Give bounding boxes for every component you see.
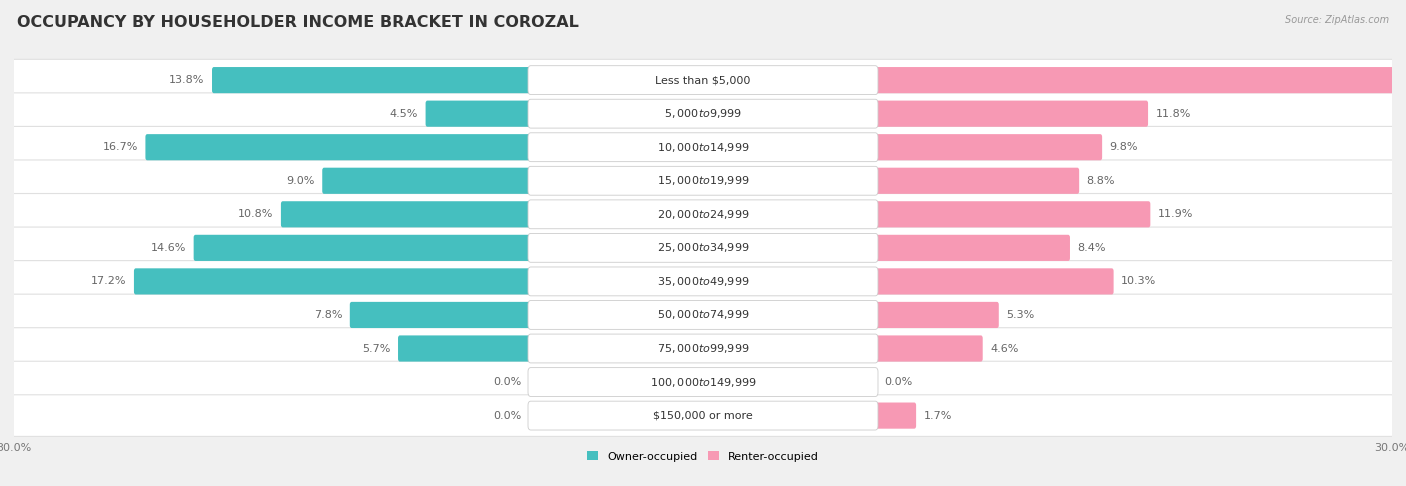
FancyBboxPatch shape [322, 168, 533, 194]
Text: $15,000 to $19,999: $15,000 to $19,999 [657, 174, 749, 187]
FancyBboxPatch shape [11, 294, 1395, 336]
Text: 0.0%: 0.0% [494, 411, 522, 420]
FancyBboxPatch shape [11, 361, 1395, 403]
Text: 9.0%: 9.0% [287, 176, 315, 186]
Text: $10,000 to $14,999: $10,000 to $14,999 [657, 141, 749, 154]
FancyBboxPatch shape [11, 59, 1395, 101]
Text: Source: ZipAtlas.com: Source: ZipAtlas.com [1285, 15, 1389, 25]
FancyBboxPatch shape [426, 101, 533, 127]
Text: 8.8%: 8.8% [1087, 176, 1115, 186]
Text: $35,000 to $49,999: $35,000 to $49,999 [657, 275, 749, 288]
FancyBboxPatch shape [873, 335, 983, 362]
FancyBboxPatch shape [11, 227, 1395, 269]
Text: 0.0%: 0.0% [884, 377, 912, 387]
FancyBboxPatch shape [281, 201, 533, 227]
FancyBboxPatch shape [11, 93, 1395, 135]
Text: 8.4%: 8.4% [1077, 243, 1107, 253]
Text: 17.2%: 17.2% [91, 277, 127, 286]
Text: $75,000 to $99,999: $75,000 to $99,999 [657, 342, 749, 355]
FancyBboxPatch shape [350, 302, 533, 328]
FancyBboxPatch shape [398, 335, 533, 362]
FancyBboxPatch shape [145, 134, 533, 160]
FancyBboxPatch shape [873, 402, 917, 429]
Text: $20,000 to $24,999: $20,000 to $24,999 [657, 208, 749, 221]
Text: 16.7%: 16.7% [103, 142, 138, 152]
FancyBboxPatch shape [873, 101, 1149, 127]
FancyBboxPatch shape [212, 67, 533, 93]
Text: 11.8%: 11.8% [1156, 109, 1191, 119]
FancyBboxPatch shape [529, 166, 877, 195]
Text: 4.6%: 4.6% [990, 344, 1018, 353]
FancyBboxPatch shape [529, 367, 877, 397]
Text: 14.6%: 14.6% [150, 243, 186, 253]
Text: $50,000 to $74,999: $50,000 to $74,999 [657, 309, 749, 321]
Text: $5,000 to $9,999: $5,000 to $9,999 [664, 107, 742, 120]
FancyBboxPatch shape [529, 334, 877, 363]
FancyBboxPatch shape [873, 235, 1070, 261]
Text: 10.8%: 10.8% [238, 209, 274, 219]
FancyBboxPatch shape [873, 67, 1406, 93]
Text: 11.9%: 11.9% [1157, 209, 1194, 219]
Text: 5.7%: 5.7% [363, 344, 391, 353]
Text: 13.8%: 13.8% [169, 75, 205, 85]
FancyBboxPatch shape [134, 268, 533, 295]
Text: $25,000 to $34,999: $25,000 to $34,999 [657, 242, 749, 254]
FancyBboxPatch shape [529, 66, 877, 95]
Text: 9.8%: 9.8% [1109, 142, 1137, 152]
Text: 7.8%: 7.8% [314, 310, 343, 320]
FancyBboxPatch shape [529, 133, 877, 162]
FancyBboxPatch shape [529, 99, 877, 128]
FancyBboxPatch shape [529, 300, 877, 330]
Text: 4.5%: 4.5% [389, 109, 418, 119]
FancyBboxPatch shape [873, 201, 1150, 227]
Text: $150,000 or more: $150,000 or more [654, 411, 752, 420]
FancyBboxPatch shape [873, 302, 998, 328]
Legend: Owner-occupied, Renter-occupied: Owner-occupied, Renter-occupied [582, 447, 824, 466]
FancyBboxPatch shape [11, 395, 1395, 436]
FancyBboxPatch shape [194, 235, 533, 261]
Text: Less than $5,000: Less than $5,000 [655, 75, 751, 85]
Text: 10.3%: 10.3% [1121, 277, 1156, 286]
Text: OCCUPANCY BY HOUSEHOLDER INCOME BRACKET IN COROZAL: OCCUPANCY BY HOUSEHOLDER INCOME BRACKET … [17, 15, 579, 30]
FancyBboxPatch shape [529, 267, 877, 296]
FancyBboxPatch shape [11, 193, 1395, 235]
FancyBboxPatch shape [529, 200, 877, 229]
FancyBboxPatch shape [11, 260, 1395, 302]
Text: 0.0%: 0.0% [494, 377, 522, 387]
Text: 1.7%: 1.7% [924, 411, 952, 420]
FancyBboxPatch shape [529, 233, 877, 262]
FancyBboxPatch shape [11, 126, 1395, 168]
FancyBboxPatch shape [873, 134, 1102, 160]
FancyBboxPatch shape [11, 328, 1395, 369]
FancyBboxPatch shape [873, 168, 1080, 194]
Text: 5.3%: 5.3% [1007, 310, 1035, 320]
Text: $100,000 to $149,999: $100,000 to $149,999 [650, 376, 756, 388]
FancyBboxPatch shape [873, 268, 1114, 295]
FancyBboxPatch shape [529, 401, 877, 430]
FancyBboxPatch shape [11, 160, 1395, 202]
